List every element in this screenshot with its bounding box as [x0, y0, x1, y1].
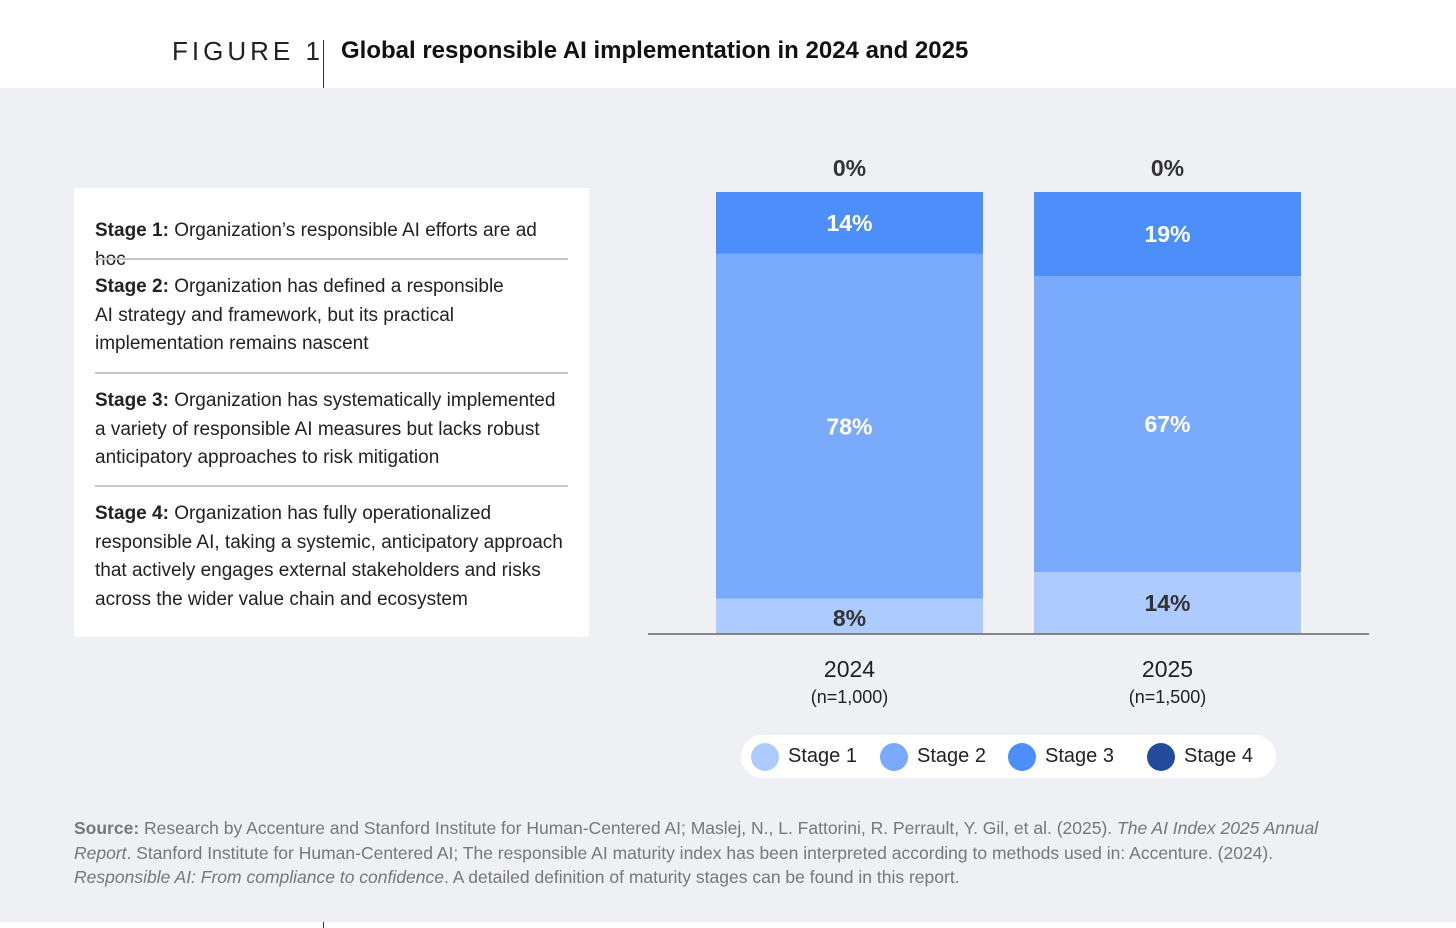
stage-4-definition: Stage 4: Organization has fully operatio… [95, 500, 565, 614]
stage-2-definition: Stage 2: Organization has defined a resp… [95, 273, 525, 359]
stage-3-definition: Stage 3: Organization has systematically… [95, 387, 568, 473]
legend-label-stage-2: Stage 2 [917, 745, 986, 767]
bar-segment-stage-2-2025 [1034, 275, 1301, 573]
figure-title: Global responsible AI implementation in … [341, 37, 969, 64]
source-text-1: Research by Accenture and Stanford Insti… [139, 818, 1118, 838]
legend-swatch-stage-3 [1008, 742, 1036, 771]
source-label: Source: [74, 818, 140, 838]
data-label-stage-2-2025: 67% [1144, 411, 1190, 437]
bar-segment-stage-3-2025 [1034, 192, 1301, 276]
legend-label-stage-4: Stage 4 [1184, 745, 1253, 767]
stage-4-label: Stage 4: [95, 503, 169, 524]
data-label-stage-2-2024: 78% [826, 413, 872, 439]
legend-swatch-stage-1 [751, 742, 779, 771]
stage-1-definition: Stage 1: Organization’s responsible AI e… [95, 217, 568, 274]
source-citation-2: Responsible AI: From compliance to confi… [74, 867, 444, 887]
x-tick-sublabel-2025: (n=1,500) [1129, 687, 1207, 707]
x-tick-label-2024: 2024 [824, 656, 875, 682]
legend-item-stage-2: Stage 2 [880, 735, 986, 778]
legend-swatch-stage-4 [1147, 742, 1175, 771]
data-label-stage-4-2024: 0% [833, 155, 866, 181]
stage-definitions: Stage 1: Organization’s responsible AI e… [74, 188, 589, 637]
legend-label-stage-3: Stage 3 [1045, 745, 1114, 767]
stage-divider [95, 372, 568, 374]
legend-item-stage-3: Stage 3 [1008, 735, 1114, 778]
header-divider [323, 40, 324, 88]
stage-4-text: Organization has fully operationalized r… [95, 503, 563, 610]
source-text-3: . A detailed definition of maturity stag… [443, 867, 960, 887]
legend-swatch-stage-2 [880, 742, 908, 771]
legend-item-stage-1: Stage 1 [751, 735, 857, 778]
bar-segment-stage-1-2024 [716, 598, 983, 634]
figure-header: FIGURE 1 Global responsible AI implement… [0, 0, 1456, 88]
legend-label-stage-1: Stage 1 [788, 745, 857, 767]
data-label-stage-4-2025: 0% [1151, 155, 1184, 181]
footer-divider [323, 922, 324, 928]
stage-divider [95, 485, 568, 487]
data-label-stage-1-2025: 14% [1144, 590, 1190, 616]
data-label-stage-3-2024: 14% [826, 210, 872, 236]
stage-2-text: Organization has defined a responsible A… [95, 276, 504, 354]
stage-3-text: Organization has systematically implemen… [95, 390, 556, 468]
chart-legend: Stage 1 Stage 2 Stage 3 Stage 4 [741, 735, 1276, 778]
x-tick-sublabel-2024: (n=1,000) [811, 687, 889, 707]
source-note: Source: Research by Accenture and Stanfo… [74, 816, 1374, 890]
source-citation-1: The AI Index 2025 Annual Report [74, 818, 1319, 863]
legend-item-stage-4: Stage 4 [1147, 735, 1253, 778]
bar-segment-stage-3-2024 [716, 192, 983, 254]
stage-divider [95, 258, 568, 260]
x-tick-label-2025: 2025 [1142, 656, 1193, 682]
data-label-stage-1-2024: 8% [833, 605, 866, 631]
stage-2-label: Stage 2: [95, 276, 169, 297]
bar-segment-stage-1-2025 [1034, 572, 1301, 634]
figure-label: FIGURE 1 [172, 36, 324, 66]
source-text-2: . Stanford Institute for Human-Centered … [126, 842, 1274, 863]
bar-segment-stage-2-2024 [716, 253, 983, 599]
stage-3-label: Stage 3: [95, 390, 169, 411]
stage-1-label: Stage 1: [95, 220, 169, 241]
data-label-stage-3-2025: 19% [1144, 221, 1190, 247]
